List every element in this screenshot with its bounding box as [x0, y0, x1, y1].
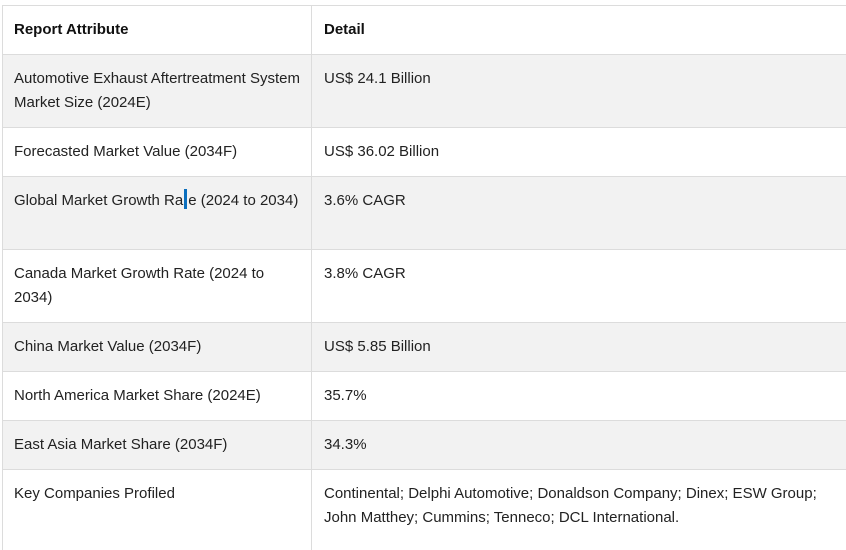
row-detail: Continental; Delphi Automotive; Donaldso… [324, 485, 817, 526]
row-attribute: Key Companies Profiled [3, 470, 312, 550]
row-attribute: Automotive Exhaust Aftertreatment System… [3, 55, 312, 127]
table-row: Canada Market Growth Rate (2024 to 2034)… [3, 250, 846, 323]
row-detail: US$ 24.1 Billion [324, 70, 431, 87]
table-header-row: Report Attribute Detail [3, 6, 846, 55]
text-cursor-caret [184, 189, 188, 209]
report-table: Report Attribute Detail Automotive Exhau… [2, 5, 846, 550]
row-detail: 3.6% CAGR [324, 192, 406, 209]
row-detail: US$ 5.85 Billion [324, 338, 431, 355]
row-detail: 3.8% CAGR [324, 265, 406, 282]
table-row: Global Market Growth Ra e (2024 to 2034) … [3, 177, 846, 250]
row-attribute: Forecasted Market Value (2034F) [3, 128, 312, 176]
attribute-text-after-caret: e (2024 to 2034) [188, 192, 299, 209]
row-attribute: North America Market Share (2024E) [3, 372, 312, 420]
table-row: Forecasted Market Value (2034F) US$ 36.0… [3, 128, 846, 177]
row-attribute[interactable]: Global Market Growth Ra e (2024 to 2034) [3, 177, 312, 249]
table-row: North America Market Share (2024E) 35.7% [3, 372, 846, 421]
table-row: East Asia Market Share (2034F) 34.3% [3, 421, 846, 470]
row-attribute: China Market Value (2034F) [3, 323, 312, 371]
header-report-attribute: Report Attribute [3, 6, 312, 54]
table-row: Automotive Exhaust Aftertreatment System… [3, 55, 846, 128]
attribute-text-before-caret: Global Market Growth Ra [14, 192, 184, 209]
row-detail: 35.7% [324, 387, 367, 404]
table-row: China Market Value (2034F) US$ 5.85 Bill… [3, 323, 846, 372]
header-detail: Detail [324, 21, 365, 38]
row-detail: US$ 36.02 Billion [324, 143, 440, 160]
row-attribute: Canada Market Growth Rate (2024 to 2034) [3, 250, 312, 322]
row-attribute: East Asia Market Share (2034F) [3, 421, 312, 469]
table-row: Key Companies Profiled Continental; Delp… [3, 470, 846, 550]
row-detail: 34.3% [324, 436, 367, 453]
